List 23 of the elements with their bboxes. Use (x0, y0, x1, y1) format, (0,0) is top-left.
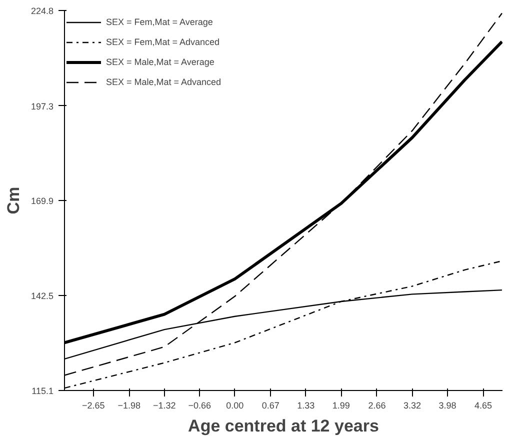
x-tick-label: 4.65 (474, 400, 492, 410)
x-tick-label: −2.65 (82, 400, 105, 410)
x-tick-label: 0.00 (226, 400, 244, 410)
y-tick-label: 169.9 (30, 196, 54, 206)
y-tick-label: 224.8 (30, 6, 54, 16)
x-tick-label: −0.66 (188, 400, 212, 410)
x-tick-label: 3.32 (403, 400, 421, 410)
legend-label: SEX = Male,Mat = Average (106, 57, 214, 67)
x-tick-label: 3.98 (438, 400, 456, 410)
x-tick-label: 0.67 (262, 400, 280, 410)
legend-label: SEX = Fem,Mat = Advanced (106, 37, 220, 47)
x-tick-label: 1.33 (297, 400, 315, 410)
x-tick-label: 2.66 (368, 400, 386, 410)
x-tick-label: 1.99 (332, 400, 350, 410)
y-tick-label: 115.1 (32, 386, 54, 396)
legend-label: SEX = Fem,Mat = Average (106, 17, 213, 27)
y-tick-label: 197.3 (30, 101, 54, 112)
x-tick-label: −1.98 (118, 400, 141, 410)
x-axis-title: Age centred at 12 years (188, 416, 379, 436)
y-axis-title: Cm (4, 186, 23, 214)
legend-label: SEX = Male,Mat = Advanced (106, 77, 222, 87)
x-tick-label: −1.32 (153, 400, 176, 410)
y-tick-label: 142.5 (30, 291, 54, 302)
